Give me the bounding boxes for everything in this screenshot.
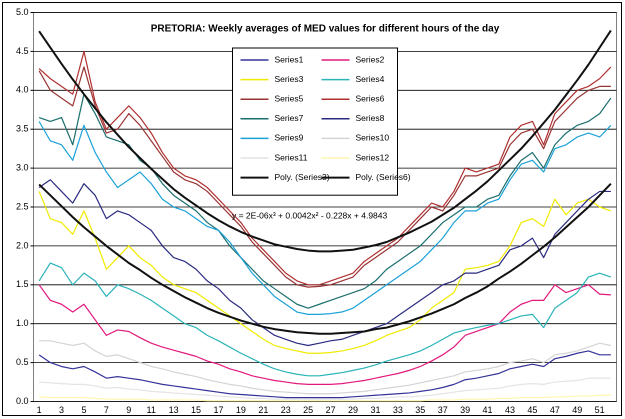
legend-label: Series9 [275, 133, 304, 143]
x-tick-label: 15 [191, 405, 201, 415]
y-tick-label: 1.5 [16, 279, 29, 289]
series-line [38, 121, 612, 315]
y-tick-label: 0.0 [16, 396, 29, 406]
x-tick-label: 33 [393, 405, 403, 415]
series-line [38, 182, 612, 335]
y-tick-label: 0.5 [16, 357, 29, 367]
x-tick-label: 47 [550, 405, 560, 415]
x-tick-label: 29 [348, 405, 358, 415]
legend-label: Series1 [275, 54, 304, 64]
x-tick-label: 11 [147, 405, 156, 415]
series-line [38, 66, 611, 288]
series-line [38, 284, 611, 385]
x-tick-label: 49 [572, 405, 582, 415]
x-tick-label: 13 [169, 405, 179, 415]
annotation: y = 2E-06x³ + 0.0042x² - 0.228x + 4.9843 [232, 210, 387, 220]
series-line [38, 179, 611, 347]
legend-label: Series2 [356, 54, 385, 64]
x-tick-label: 31 [370, 405, 380, 415]
series-line [39, 377, 611, 400]
y-tick-label: 5.0 [16, 7, 29, 17]
y-tick-label: 3.0 [16, 162, 29, 172]
x-tick-label: 3 [59, 405, 64, 415]
x-tick-label: 43 [505, 405, 515, 415]
x-tick-label: 45 [527, 405, 537, 415]
x-tick-label: 37 [438, 405, 448, 415]
y-tick-label: 3.5 [16, 124, 29, 134]
x-tick-label: 35 [415, 405, 425, 415]
x-tick-label: 7 [104, 405, 109, 415]
legend-label: Poly. (Series6) [356, 172, 411, 182]
legend-label: Series8 [356, 113, 385, 123]
x-tick-label: 23 [281, 405, 291, 415]
x-tick-label: 51 [595, 405, 605, 415]
x-tick-label: 41 [483, 405, 493, 415]
x-tick-label: 1 [37, 405, 42, 415]
y-tick-label: 2.5 [16, 201, 29, 211]
x-tick-label: 9 [126, 405, 131, 415]
legend-label: Series6 [356, 93, 385, 103]
chart-title: PRETORIA: Weekly averages of MED values … [151, 24, 500, 35]
legend-box [232, 47, 398, 196]
legend-label: Series4 [356, 74, 385, 84]
x-tick-label: 27 [326, 405, 336, 415]
series-line [38, 29, 612, 253]
series-line [38, 262, 612, 377]
legend-label: Series10 [356, 133, 390, 143]
y-tick-label: 1.0 [16, 318, 29, 328]
y-tick-label: 2.0 [16, 240, 29, 250]
legend-label: Series5 [275, 93, 304, 103]
legend-label: Series11 [275, 152, 308, 162]
y-tick-label: 4.0 [16, 85, 29, 95]
x-tick-label: 25 [303, 405, 313, 415]
series-line [39, 340, 612, 395]
series-line [38, 191, 612, 354]
legend-label: Series3 [275, 74, 304, 84]
x-tick-label: 21 [258, 405, 268, 415]
legend-label: Series7 [275, 113, 304, 123]
series-line [39, 394, 611, 402]
series-line [38, 50, 612, 286]
series-line [38, 350, 611, 399]
x-tick-label: 39 [460, 405, 470, 415]
x-tick-label: 19 [236, 405, 246, 415]
x-tick-label: 5 [81, 405, 86, 415]
legend-label: Series12 [356, 152, 390, 162]
legend-label: Poly. (Series3) [275, 172, 330, 182]
x-tick-label: 17 [213, 405, 223, 415]
y-tick-label: 4.5 [16, 46, 29, 56]
